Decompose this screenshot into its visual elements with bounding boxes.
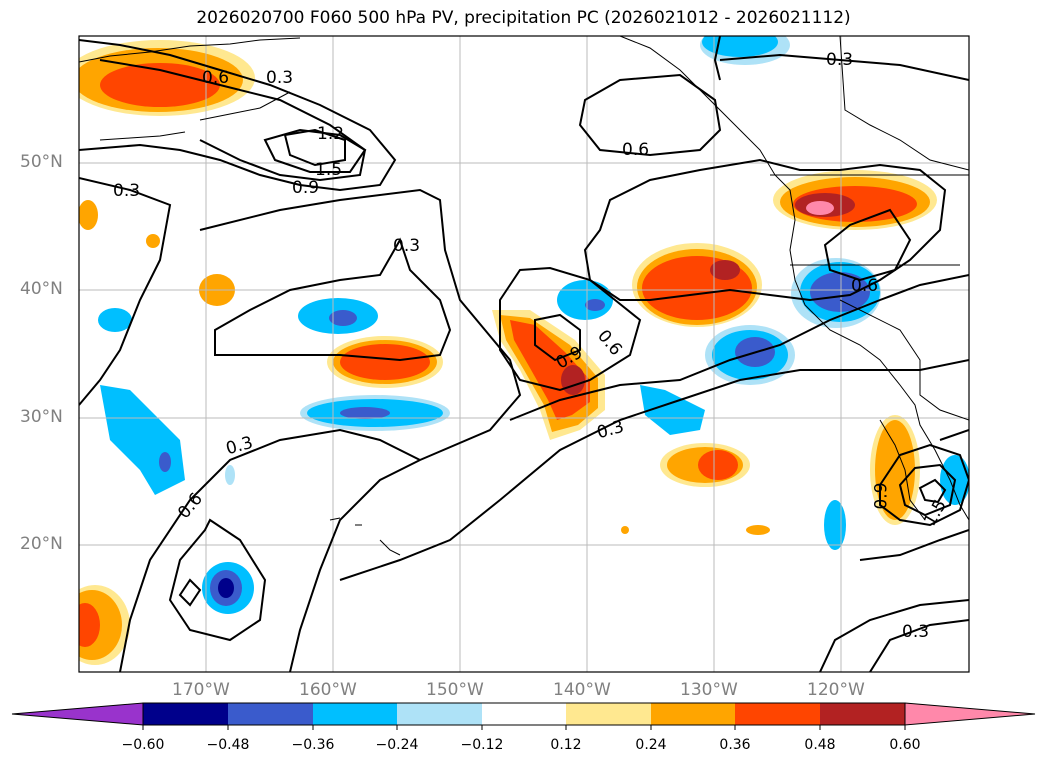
contour-label: 0.3: [826, 50, 854, 70]
lat-label: 40°N: [20, 279, 63, 299]
contour-label: 0.6: [622, 140, 650, 160]
lon-label: 150°W: [426, 680, 484, 700]
lat-label: 30°N: [20, 407, 63, 427]
contour-label: 0.3: [266, 68, 294, 88]
contour-label: 0.3: [902, 622, 930, 642]
colorbar-tick-label: 0.48: [804, 737, 836, 753]
colorbar-tick-label: −0.48: [206, 737, 250, 753]
contour-label: 1.5: [315, 160, 343, 180]
precip-shading: [79, 36, 969, 665]
lon-label: 160°W: [299, 680, 357, 700]
colorbar-tick-label: −0.24: [375, 737, 419, 753]
colorbar-tick-label: −0.36: [291, 737, 335, 753]
colorbar-tick-label: 0.36: [719, 737, 751, 753]
map-frame: [78, 35, 970, 673]
colorbar-tick-label: 0.12: [550, 737, 582, 753]
map-title: 2026020700 F060 500 hPa PV, precipitatio…: [196, 8, 851, 28]
contour-label: 0.6: [851, 276, 879, 296]
colorbar: [11, 702, 1036, 730]
pv-contours: [79, 36, 969, 672]
lat-label: 50°N: [20, 152, 63, 172]
colorbar-tick-label: 0.60: [889, 737, 921, 753]
contour-label: 0.3: [113, 181, 141, 201]
contour-label: 0.6: [202, 68, 230, 88]
contour-label: 0.9: [871, 482, 892, 510]
contour-label: 1.2: [317, 124, 345, 144]
lon-label: 130°W: [680, 680, 738, 700]
lon-label: 140°W: [553, 680, 611, 700]
lon-label: 170°W: [172, 680, 230, 700]
colorbar-tick-label: −0.12: [460, 737, 504, 753]
lon-label: 120°W: [807, 680, 865, 700]
colorbar-tick-label: −0.60: [121, 737, 165, 753]
map-area: [79, 36, 969, 672]
coastlines: [79, 36, 969, 556]
colorbar-tick-label: 0.24: [635, 737, 667, 753]
contour-label: 0.9: [292, 178, 320, 198]
contour-label: 0.3: [393, 236, 421, 256]
lat-label: 20°N: [20, 534, 63, 554]
